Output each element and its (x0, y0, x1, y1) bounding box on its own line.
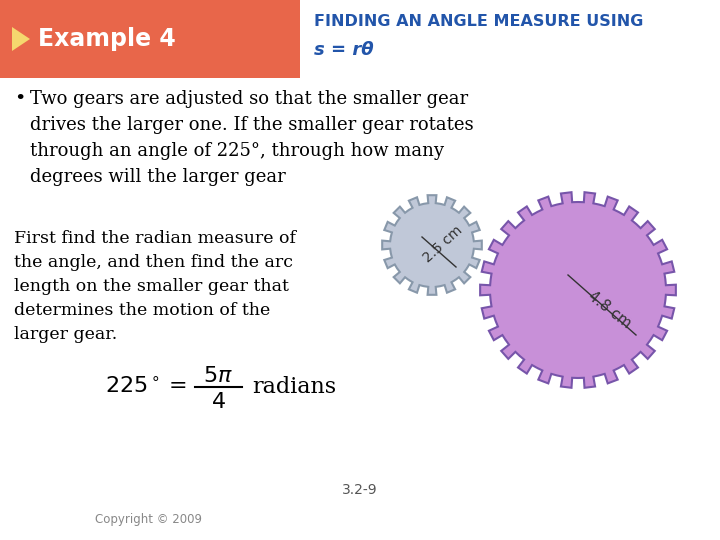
Polygon shape (480, 192, 676, 388)
Text: Copyright © 2009: Copyright © 2009 (95, 514, 202, 526)
FancyBboxPatch shape (0, 0, 300, 78)
Polygon shape (382, 195, 482, 295)
Text: Example 4: Example 4 (38, 27, 176, 51)
Text: 4.8 cm: 4.8 cm (585, 289, 634, 332)
Text: the angle, and then find the arc: the angle, and then find the arc (14, 254, 293, 271)
Text: 3.2-9: 3.2-9 (342, 483, 378, 497)
Text: First find the radian measure of: First find the radian measure of (14, 230, 296, 247)
Text: $4$: $4$ (210, 391, 225, 413)
Text: determines the motion of the: determines the motion of the (14, 302, 270, 319)
Text: FINDING AN ANGLE MEASURE USING: FINDING AN ANGLE MEASURE USING (314, 15, 644, 30)
Text: $225^\circ =$: $225^\circ =$ (105, 376, 186, 398)
Text: •: • (14, 90, 25, 108)
Text: degrees will the larger gear: degrees will the larger gear (30, 168, 286, 186)
Polygon shape (12, 27, 30, 51)
Text: radians: radians (252, 376, 336, 398)
Text: Two gears are adjusted so that the smaller gear: Two gears are adjusted so that the small… (30, 90, 468, 108)
Text: drives the larger one. If the smaller gear rotates: drives the larger one. If the smaller ge… (30, 116, 474, 134)
Text: larger gear.: larger gear. (14, 326, 117, 343)
Text: s = rθ: s = rθ (314, 41, 374, 59)
Text: through an angle of 225°, through how many: through an angle of 225°, through how ma… (30, 142, 444, 160)
Text: 2.5 cm: 2.5 cm (420, 223, 465, 265)
Text: length on the smaller gear that: length on the smaller gear that (14, 278, 289, 295)
Text: $5\pi$: $5\pi$ (203, 365, 233, 387)
